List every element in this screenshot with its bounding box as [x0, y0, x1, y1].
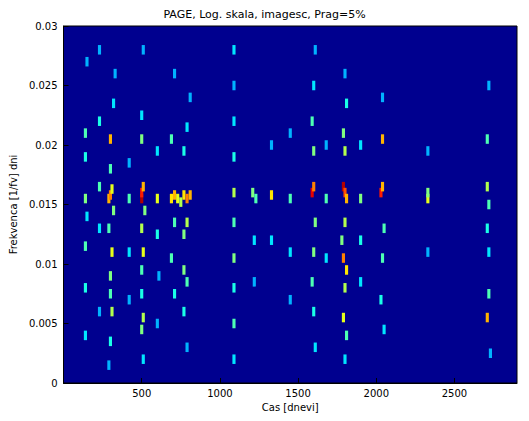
svg-text:1000: 1000	[207, 388, 232, 399]
svg-text:0.005: 0.005	[29, 318, 58, 329]
svg-text:1500: 1500	[285, 388, 310, 399]
svg-text:0.02: 0.02	[35, 140, 57, 151]
svg-text:0.015: 0.015	[29, 199, 58, 210]
svg-text:2500: 2500	[442, 388, 467, 399]
svg-text:Cas [dnevi]: Cas [dnevi]	[262, 402, 319, 413]
svg-text:0: 0	[51, 378, 57, 389]
svg-text:0.01: 0.01	[35, 259, 57, 270]
svg-text:0.025: 0.025	[29, 80, 58, 91]
svg-text:0.03: 0.03	[35, 21, 57, 32]
svg-text:2000: 2000	[364, 388, 389, 399]
svg-text:Frekvenca [1/fv] dni: Frekvenca [1/fv] dni	[8, 155, 19, 255]
svg-text:500: 500	[132, 388, 151, 399]
svg-text:PAGE, Log. skala, imagesc, Pra: PAGE, Log. skala, imagesc, Prag=5%	[163, 8, 365, 21]
